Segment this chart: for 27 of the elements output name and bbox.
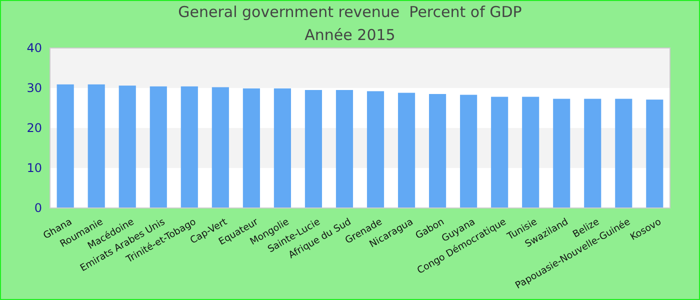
- bar: [429, 94, 446, 208]
- bar: [398, 92, 416, 208]
- bar: [366, 91, 384, 208]
- chart-subtitle: Année 2015: [304, 26, 396, 44]
- bar: [274, 88, 291, 208]
- bar: [584, 98, 602, 208]
- chart-title: General government revenue Percent of GDP: [178, 3, 522, 21]
- bar: [56, 84, 74, 208]
- bar: [336, 90, 354, 208]
- bar: [522, 96, 540, 208]
- y-tick-label: 10: [26, 160, 42, 175]
- y-tick-label: 20: [26, 120, 42, 135]
- bar: [118, 86, 136, 208]
- y-tick-label: 40: [26, 40, 42, 55]
- y-tick-label: 30: [26, 80, 42, 95]
- bar: [242, 88, 260, 208]
- bar: [491, 96, 508, 208]
- y-tick-label: 0: [34, 200, 42, 215]
- bar: [553, 98, 570, 208]
- bar: [615, 98, 632, 208]
- bar: [150, 86, 167, 208]
- bar: [304, 90, 322, 208]
- bar: [212, 87, 229, 208]
- bar: [460, 94, 478, 208]
- bar: [646, 100, 664, 208]
- bar: [180, 86, 198, 208]
- bar: [88, 84, 105, 208]
